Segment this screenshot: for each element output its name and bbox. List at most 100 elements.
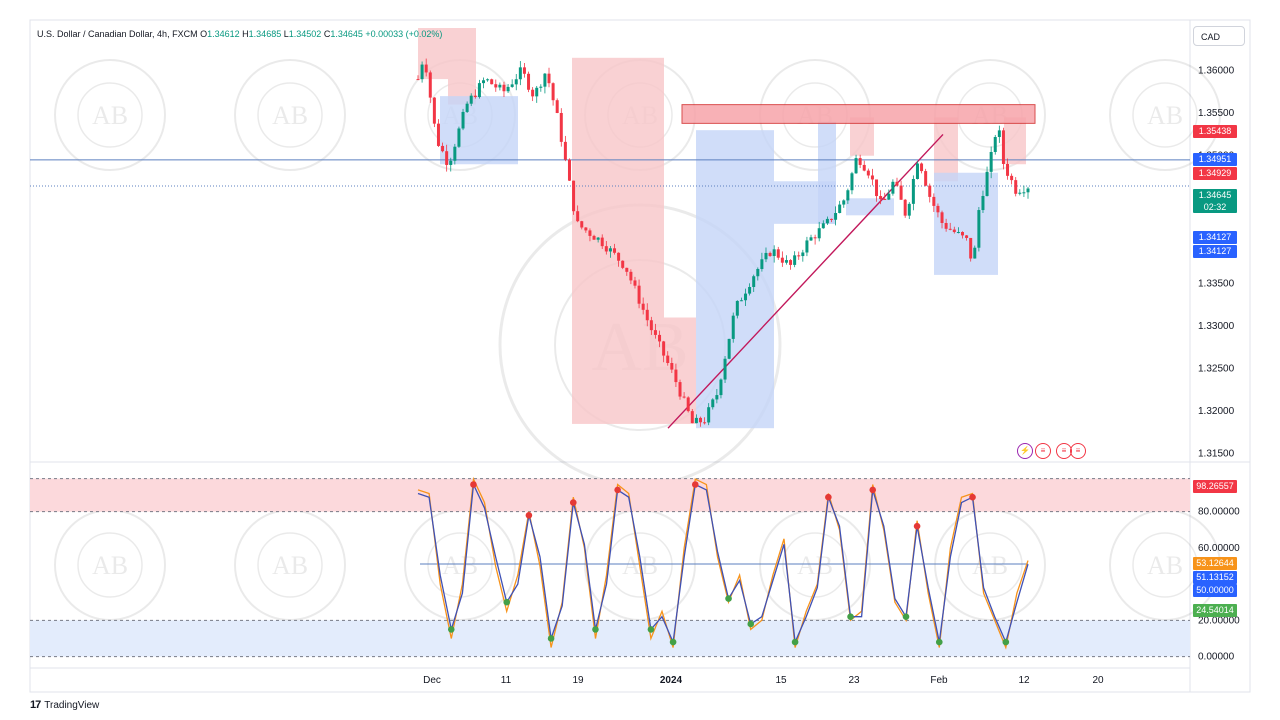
tradingview-logo[interactable]: 17 TradingView <box>30 699 99 711</box>
candle <box>498 82 502 91</box>
time-tick-label: 12 <box>1018 675 1030 686</box>
currency-button[interactable]: CAD <box>1193 26 1245 46</box>
candle <box>965 234 969 241</box>
stoch-high-marker <box>969 493 976 501</box>
candle <box>473 89 477 99</box>
candle <box>760 252 764 272</box>
countdown-label: 02:32 <box>1193 201 1237 213</box>
candle <box>858 154 862 169</box>
time-tick-label: 11 <box>501 675 512 686</box>
event-icons-1[interactable]: ⚡ ≡ <box>1017 443 1051 459</box>
watermark-initials: AB <box>442 551 478 580</box>
stoch-low-marker <box>902 613 910 621</box>
candle <box>960 231 964 239</box>
support-price-label: 1.34127 <box>1193 231 1237 244</box>
candle <box>907 202 911 220</box>
candle <box>608 245 612 258</box>
candle <box>838 200 842 214</box>
event-icons-2[interactable]: ≡ ≡ <box>1056 443 1086 459</box>
stoch-low-marker <box>791 638 799 646</box>
stoch-low-marker <box>847 613 854 621</box>
support-price-label-2: 1.34127 <box>1193 245 1237 258</box>
low-label: L <box>283 29 289 39</box>
candle <box>875 179 879 202</box>
stoch-low-marker <box>547 635 555 642</box>
watermark-logo: AB <box>234 59 346 171</box>
osc-lower-label: 24.54014 <box>1193 604 1237 617</box>
watermark-initials: AB <box>1147 551 1183 580</box>
candle <box>465 101 469 113</box>
candlestick-series <box>416 58 1030 427</box>
candle <box>809 234 813 242</box>
candle <box>522 62 526 78</box>
stoch-low-marker <box>725 595 732 602</box>
candle <box>1006 158 1010 180</box>
us-flag-icon[interactable]: ≡ <box>1070 443 1086 459</box>
candle <box>817 221 821 242</box>
candle <box>895 177 899 187</box>
candle <box>629 269 633 285</box>
resistance-zone[interactable] <box>681 104 1036 124</box>
stoch-low-marker <box>503 598 511 606</box>
candle <box>707 403 711 426</box>
candle <box>1001 127 1005 170</box>
high-value: 1.34685 <box>248 29 282 39</box>
stoch-high-marker <box>913 522 921 530</box>
price-tick-label: 1.33000 <box>1198 321 1235 332</box>
candle <box>805 236 809 257</box>
candle <box>1026 186 1030 199</box>
osc-k-label: 53.12644 <box>1193 557 1237 570</box>
candle <box>973 245 977 259</box>
last-price-label: 1.34645 <box>1193 189 1237 201</box>
stoch-high-marker <box>869 486 877 494</box>
candle <box>866 168 870 179</box>
candle <box>641 297 645 315</box>
candle <box>711 398 715 410</box>
stoch-high-marker <box>525 511 533 519</box>
indicator-price-label: 1.34929 <box>1193 167 1237 180</box>
candle <box>1022 185 1026 197</box>
osc-mid-label: 50.00000 <box>1193 584 1237 597</box>
demand-zone <box>440 96 518 165</box>
candle <box>772 245 776 263</box>
candle <box>633 276 637 289</box>
candle <box>567 158 571 181</box>
candle <box>829 218 833 223</box>
time-tick-label: 23 <box>848 675 860 686</box>
watermark-logo: AB <box>1109 59 1221 171</box>
candle <box>690 408 694 424</box>
candle <box>719 378 723 399</box>
supply-zone <box>664 317 696 424</box>
candle <box>486 78 490 82</box>
candle <box>432 97 436 128</box>
symbol-legend: U.S. Dollar / Canadian Dollar, 4h, FXCM … <box>37 29 442 39</box>
candle <box>797 251 801 260</box>
candle <box>956 227 960 234</box>
lightning-icon[interactable]: ⚡ <box>1017 443 1033 459</box>
candle <box>482 77 486 89</box>
candle <box>678 379 682 400</box>
candle <box>596 237 600 243</box>
stoch-low-marker <box>592 626 599 633</box>
candle <box>932 193 936 212</box>
stoch-low-marker <box>747 620 755 628</box>
candle <box>915 161 919 180</box>
candle <box>572 180 576 215</box>
overbought-band <box>30 478 1190 512</box>
candle <box>735 300 739 319</box>
us-flag-icon[interactable]: ≡ <box>1035 443 1051 459</box>
candle <box>547 67 551 88</box>
candle <box>948 222 952 231</box>
osc-tick-label: 20.00000 <box>1198 615 1240 626</box>
candle <box>842 199 846 208</box>
candle <box>424 58 428 77</box>
candle <box>580 220 584 230</box>
price-tick-label: 1.32500 <box>1198 364 1235 375</box>
osc-d-label: 51.13152 <box>1193 571 1237 584</box>
candle <box>911 175 915 211</box>
candle <box>727 338 731 360</box>
candle <box>453 143 457 165</box>
hline-price-label: 1.34951 <box>1193 153 1237 166</box>
resistance-price-label: 1.35438 <box>1193 125 1237 138</box>
